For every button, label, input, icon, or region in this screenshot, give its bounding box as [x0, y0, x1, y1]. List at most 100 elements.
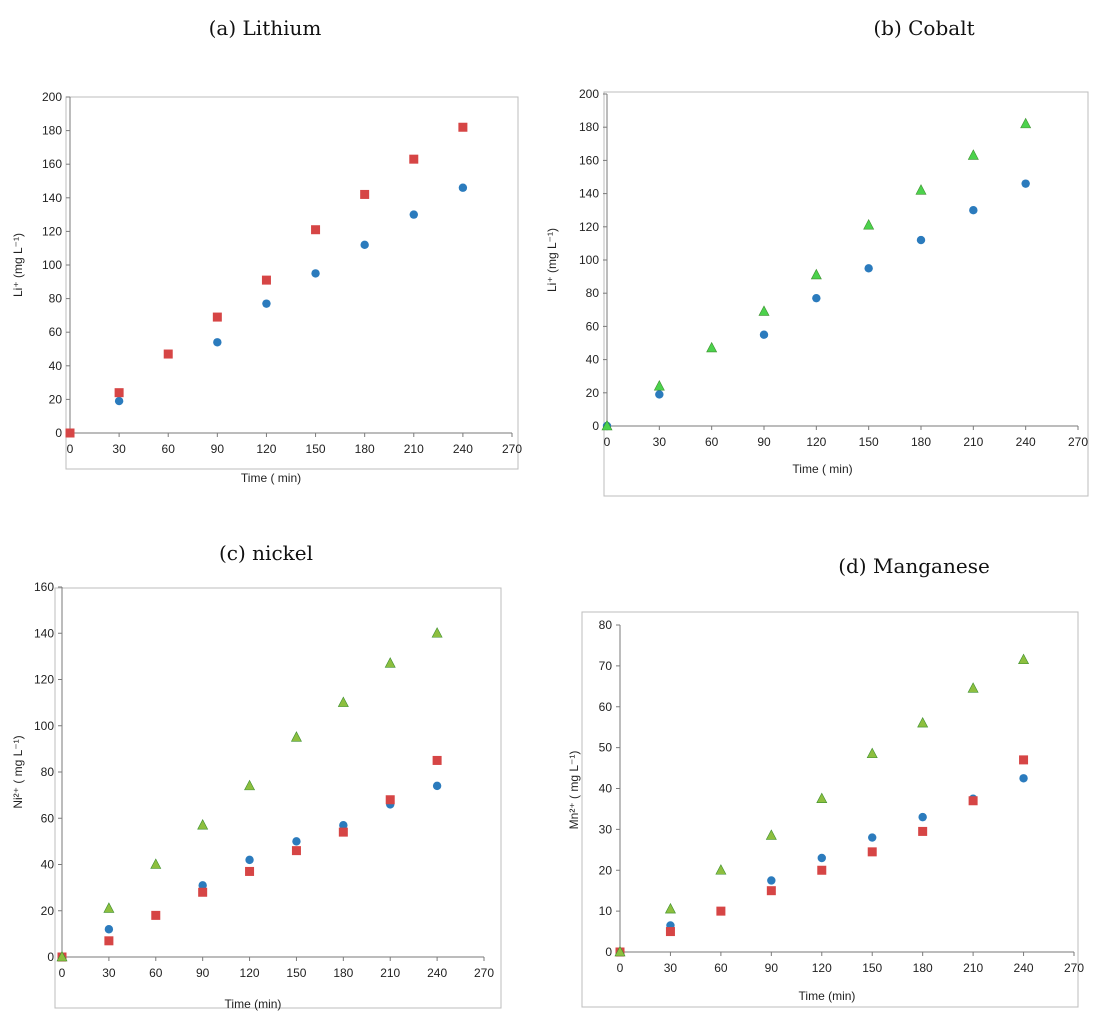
y-tick-label: 60	[41, 811, 55, 825]
data-point-circle	[339, 820, 348, 830]
y-axis-label: Ni²⁺ ( mg L⁻¹)	[11, 735, 25, 808]
data-point-circle	[245, 855, 254, 865]
y-tick-label: 120	[579, 220, 599, 234]
y-tick-label: 160	[34, 580, 54, 594]
data-point-triangle	[816, 792, 828, 804]
x-tick-label: 0	[67, 442, 74, 456]
series-1-circle	[65, 183, 468, 438]
y-tick-label: 120	[42, 224, 62, 238]
data-point-triangle	[915, 184, 927, 195]
y-tick-label: 20	[41, 904, 55, 918]
x-tick-label: 210	[380, 966, 400, 980]
data-point-triangle	[614, 945, 626, 957]
data-point-circle	[311, 269, 320, 278]
y-tick-label: 40	[586, 353, 600, 367]
data-point-triangle	[967, 149, 979, 160]
data-point-circle	[812, 293, 821, 303]
data-point-triangle	[601, 419, 613, 431]
y-tick-label: 80	[49, 292, 63, 306]
data-point-circle	[458, 183, 468, 192]
x-tick-label: 150	[862, 961, 882, 975]
data-point-triangle	[664, 902, 676, 914]
y-tick-label: 60	[586, 319, 600, 333]
chart-title: (b) Cobalt	[873, 16, 974, 40]
x-tick-label: 240	[1016, 435, 1036, 449]
data-point-square	[716, 906, 726, 916]
x-axis-label: Time ( min)	[792, 462, 852, 476]
data-point-square	[409, 154, 419, 164]
y-tick-label: 100	[42, 258, 62, 272]
x-tick-label: 210	[404, 442, 424, 456]
data-point-square	[291, 846, 301, 856]
data-point-circle	[918, 812, 927, 822]
data-point-square	[867, 847, 877, 857]
chart-panel-3: (c) nickel 0 30 60 90 120 150 180 210 240 270 0 20 40…	[11, 541, 502, 1011]
y-tick-label: 30	[599, 822, 613, 836]
chart-title: (d) Manganese	[838, 554, 990, 578]
data-point-triangle	[758, 305, 770, 316]
data-point-square	[432, 755, 442, 765]
y-tick-label: 100	[579, 253, 599, 267]
y-tick-label: 140	[42, 191, 62, 205]
data-point-circle	[432, 781, 442, 791]
data-point-square	[114, 388, 124, 398]
x-tick-label: 0	[617, 961, 624, 975]
y-tick-label: 120	[34, 673, 54, 687]
data-point-triangle	[866, 747, 878, 759]
y-tick-label: 10	[599, 904, 613, 918]
data-point-triangle	[244, 779, 256, 791]
data-point-circle	[262, 299, 271, 308]
data-point-triangle	[56, 950, 68, 962]
data-point-triangle	[197, 819, 209, 830]
data-point-circle	[969, 206, 978, 215]
series-3-triangle	[56, 627, 443, 962]
x-tick-label: 270	[1064, 961, 1084, 975]
data-point-square	[458, 122, 468, 132]
series-2-triangle	[601, 117, 1032, 431]
data-point-triangle	[290, 731, 302, 742]
y-tick-label: 100	[34, 719, 54, 733]
x-tick-label: 270	[474, 966, 494, 980]
data-point-circle	[360, 240, 369, 250]
series-3-triangle	[614, 653, 1030, 957]
x-tick-label: 210	[963, 961, 983, 975]
x-axis-label: Time ( min)	[241, 471, 301, 485]
x-tick-label: 0	[604, 435, 611, 449]
data-point-circle	[759, 330, 769, 339]
data-point-circle	[114, 396, 124, 406]
data-point-triangle	[384, 657, 396, 668]
y-tick-label: 0	[605, 945, 612, 959]
x-tick-label: 120	[806, 435, 826, 449]
x-tick-label: 90	[757, 435, 771, 449]
x-tick-label: 180	[355, 442, 375, 456]
x-tick-label: 60	[714, 961, 728, 975]
x-tick-label: 180	[333, 966, 353, 980]
data-point-square	[918, 826, 928, 836]
y-tick-label: 0	[47, 950, 54, 964]
data-point-circle	[817, 853, 826, 863]
plot-frame	[603, 91, 1089, 497]
data-point-triangle	[1020, 117, 1032, 129]
data-point-triangle	[715, 864, 727, 875]
x-tick-label: 150	[286, 966, 306, 980]
y-tick-label: 200	[579, 87, 599, 101]
x-tick-label: 30	[112, 442, 126, 456]
x-tick-label: 90	[196, 966, 210, 980]
x-tick-label: 60	[162, 442, 176, 456]
y-axis-label: Li⁺ (mg L⁻¹)	[11, 233, 25, 297]
x-tick-label: 210	[963, 435, 983, 449]
data-point-square	[1019, 755, 1029, 765]
data-point-triangle	[863, 218, 875, 230]
data-point-circle	[655, 390, 664, 399]
x-tick-label: 150	[859, 435, 879, 449]
y-tick-label: 50	[599, 741, 613, 755]
data-point-square	[311, 225, 321, 235]
data-point-square	[665, 927, 675, 937]
x-tick-label: 0	[59, 966, 66, 980]
chart-panel-4: (d) Manganese 0 30 60 90 120 150 180 210 240 270 0 1…	[567, 554, 1084, 1008]
data-point-triangle	[103, 902, 115, 913]
y-tick-label: 70	[599, 659, 613, 673]
data-point-triangle	[653, 380, 665, 391]
y-tick-label: 40	[599, 782, 613, 796]
